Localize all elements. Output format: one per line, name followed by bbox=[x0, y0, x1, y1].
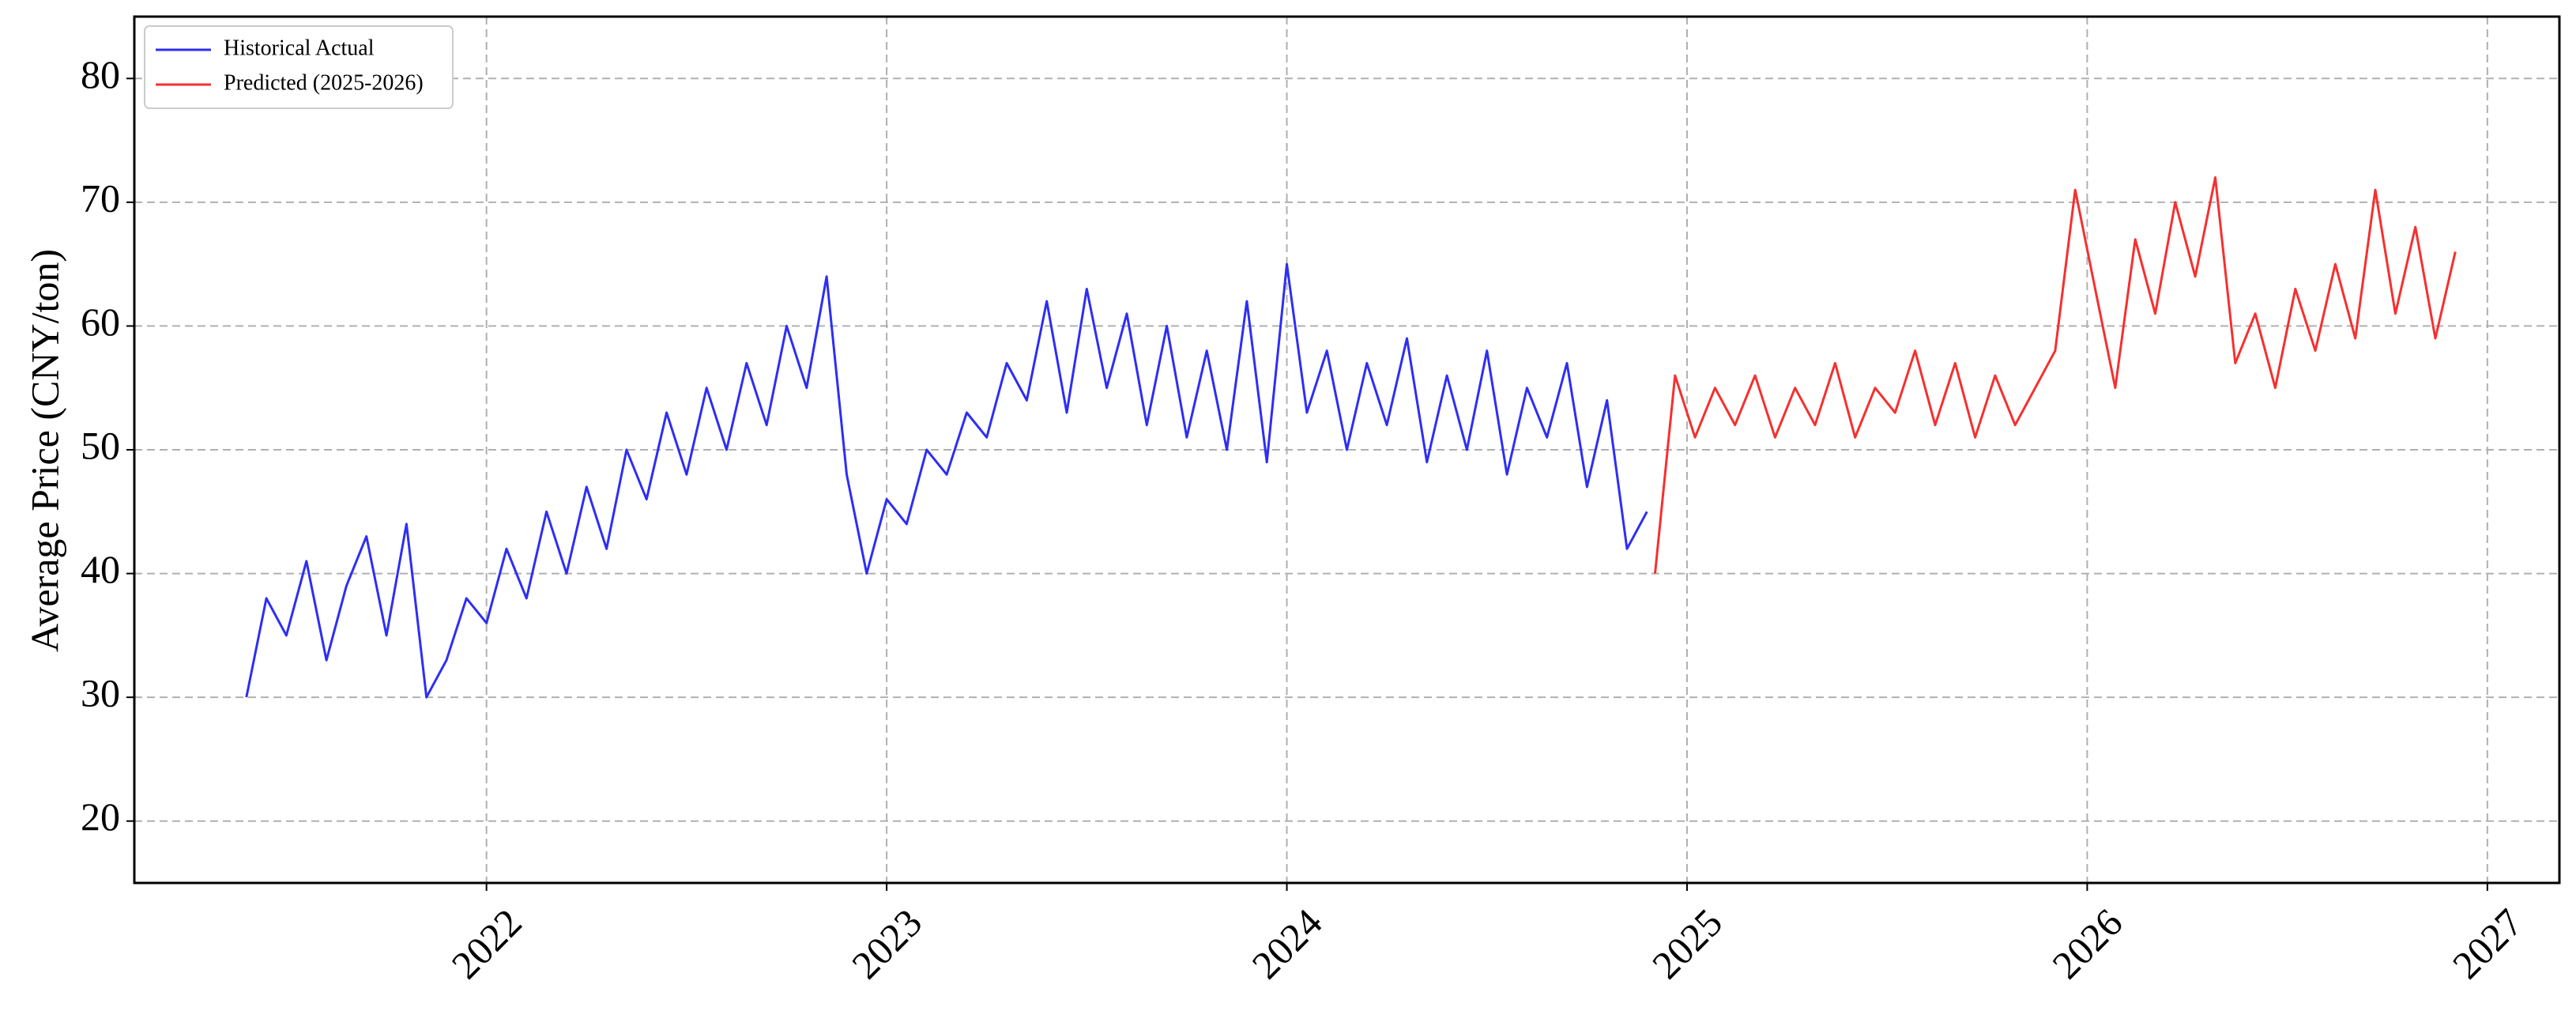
legend-box bbox=[144, 25, 454, 109]
legend: Historical Actual Predicted (2025-2026) bbox=[144, 25, 454, 109]
y-tick-label: 60 bbox=[81, 300, 120, 344]
legend-label: Predicted (2025-2026) bbox=[224, 70, 424, 95]
plot-frame bbox=[133, 15, 2561, 885]
y-tick-label: 30 bbox=[81, 671, 120, 715]
y-tick-label: 80 bbox=[81, 52, 120, 96]
y-tick-label: 40 bbox=[81, 547, 120, 591]
y-tick-label: 20 bbox=[81, 794, 120, 839]
legend-label: Historical Actual bbox=[224, 36, 375, 60]
y-tick-label: 70 bbox=[81, 175, 120, 220]
y-axis-label: Average Price (CNY/ton) bbox=[22, 249, 66, 652]
y-tick-label: 50 bbox=[81, 423, 120, 467]
series-line bbox=[1654, 176, 2457, 574]
series-line bbox=[245, 262, 1648, 699]
